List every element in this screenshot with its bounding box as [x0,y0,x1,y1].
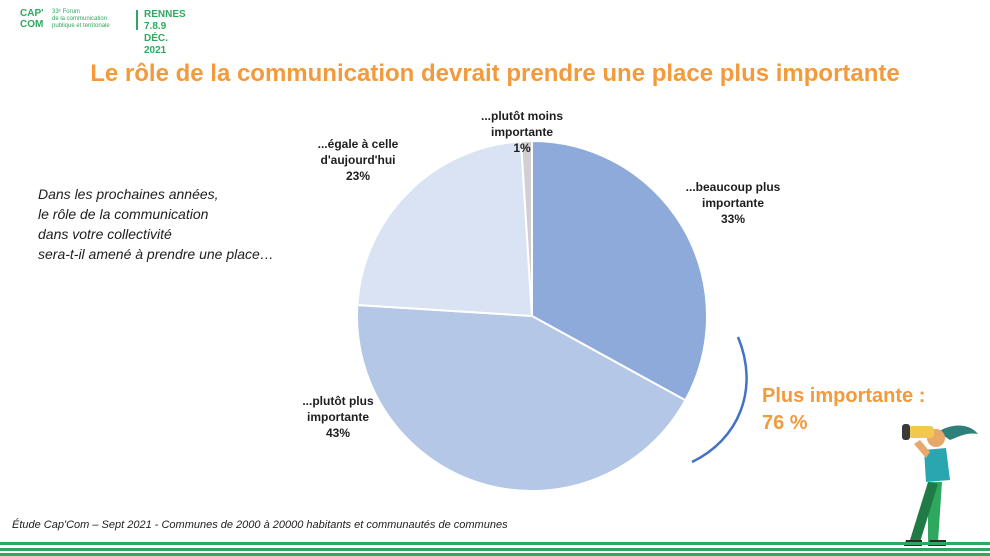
source-note: Étude Cap'Com – Sept 2021 - Communes de … [12,519,508,531]
slice-beaucoup-plus [531,139,708,402]
slice-value-label: 23% [345,169,371,183]
total-label: Plus importante : [762,385,926,407]
forum-line-1: 33ᵉ Forum [52,9,80,15]
slice-plutot-plus [356,303,687,493]
logo-line-1: CAP' [20,8,44,19]
slice-value-label: 33% [720,212,746,226]
question-line: le rôle de la communication [38,206,209,222]
slice-label-line: ...plutôt plus [302,394,374,408]
slice-value-label: 43% [325,426,351,440]
slice-value-label: 1% [513,141,531,155]
slice-label-line: importante [306,410,369,424]
slice-label-line: d'aujourd'hui [320,153,396,167]
binoculars-person-illustration [902,424,978,546]
slice-egale [356,140,534,318]
slice-label-beaucoup-plus: ...beaucoup plus importante 33% [658,179,808,227]
slice-label-line: importante [490,125,553,139]
logo-line-2: COM [20,19,44,30]
slice-label-egale: ...égale à celle d'aujourd'hui 23% [283,136,433,184]
question-line: sera-t-il amené à prendre une place… [38,246,274,262]
slice-label-line: ...beaucoup plus [685,180,781,194]
slice-label-line: ...plutôt moins [481,109,563,123]
survey-question: Dans les prochaines années, le rôle de l… [38,184,274,264]
event-location: RENNES 7.8.9 DÉC. 2021 [144,9,186,57]
slice-plutot-moins [519,139,533,317]
grouping-bracket [691,336,748,464]
total-value: 76 % [762,412,808,434]
forum-line-3: publique et territoriale [52,23,110,29]
header-divider [136,10,138,30]
slice-label-line: ...égale à celle [317,137,399,151]
forum-name: 33ᵉ Forum de la communication publique e… [52,9,122,30]
bottom-stripes [0,542,990,556]
event-city: RENNES [144,9,186,20]
slice-label-plutot-moins: ...plutôt moins importante 1% [447,108,597,156]
event-dates: 7.8.9 DÉC. 2021 [144,21,168,56]
slide-title: Le rôle de la communication devrait pren… [90,60,900,87]
capcom-logo: CAP' COM [20,8,44,30]
question-line: Dans les prochaines années, [38,186,219,202]
question-line: dans votre collectivité [38,226,172,242]
forum-line-2: de la communication [52,16,108,22]
slice-label-plutot-plus: ...plutôt plus importante 43% [263,393,413,441]
slice-label-line: importante [701,196,764,210]
total-more-important: Plus importante : 76 % [762,383,925,437]
